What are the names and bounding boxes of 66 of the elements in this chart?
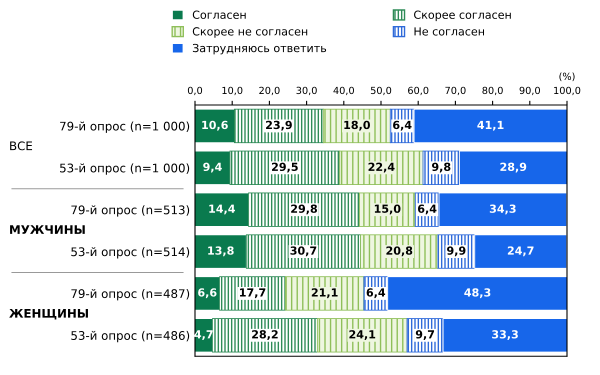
data-label: 6,4 <box>366 288 386 298</box>
data-label: 10,6 <box>202 120 228 131</box>
legend-label: Согласен <box>192 10 246 19</box>
data-label: 6,6 <box>198 288 217 298</box>
legend-label: Скорее согласен <box>414 10 511 22</box>
data-label: 24,1 <box>349 330 376 340</box>
bar <box>195 192 249 227</box>
legend-label: Не согласен <box>414 27 484 36</box>
x-tick-label: 50,0 <box>370 86 392 96</box>
x-tick-label: 100,0 <box>554 86 580 96</box>
data-label: 28,9 <box>500 162 526 172</box>
x-tick-label: 70,0 <box>445 86 466 96</box>
data-label: 6,4 <box>393 120 412 131</box>
bar <box>212 318 318 352</box>
data-label: 48,3 <box>464 288 490 298</box>
data-label: 17,7 <box>240 288 266 298</box>
data-label: 24,7 <box>508 246 534 256</box>
y-tick-label: 79-й опрос (n=487) <box>71 288 190 300</box>
data-label: 20,8 <box>386 246 412 256</box>
bar <box>474 234 567 269</box>
y-tick-label: 53-й опрос (n=486) <box>71 330 190 342</box>
x-tick-label: 40,0 <box>333 86 354 96</box>
y-tick-label: 53-й опрос (n=514) <box>71 247 190 259</box>
bar <box>442 318 567 352</box>
x-tick-label: 80,0 <box>482 86 503 96</box>
data-label: 23,9 <box>266 120 292 131</box>
x-tick-label: 10,0 <box>222 86 242 96</box>
data-label: 13,8 <box>208 246 234 256</box>
text: МУЖЧИНЫ <box>10 225 85 234</box>
legend-label: Затрудняюсь ответить <box>192 44 326 54</box>
data-label: 14,4 <box>209 204 235 214</box>
data-label: 9,4 <box>203 162 222 172</box>
data-label: 22,4 <box>368 162 395 172</box>
bar <box>195 150 230 185</box>
bar <box>234 108 324 144</box>
data-label: 30,7 <box>290 246 316 256</box>
bar <box>459 150 567 185</box>
x-tick-label: 20,0 <box>259 86 280 96</box>
x-tick-label: 60,0 <box>408 86 428 96</box>
y-tick-label: 53-й опрос (n=1 000) <box>60 163 190 175</box>
data-label: 15,0 <box>374 204 400 214</box>
bar <box>230 150 340 185</box>
data-label: 33,3 <box>492 330 518 340</box>
data-label: 9,7 <box>416 330 434 340</box>
legend-label: Скорее не согласен <box>192 27 308 38</box>
data-label: 28,2 <box>252 330 278 340</box>
data-label: 41,1 <box>477 120 504 131</box>
data-label: 29,8 <box>291 204 318 214</box>
text: ЖЕНЩИНЫ <box>9 309 88 320</box>
bar <box>195 234 247 269</box>
data-label: 9,8 <box>432 162 450 172</box>
x-axis-title: (%) <box>559 72 575 82</box>
bar <box>248 192 360 227</box>
x-tick-label: 30,0 <box>296 86 317 96</box>
data-label: 18,0 <box>344 120 370 131</box>
data-label: 6,4 <box>418 204 436 214</box>
x-tick-label: 90,0 <box>520 86 540 96</box>
y-tick-label: 79-й опрос (n=513) <box>71 205 190 217</box>
data-label: 9,9 <box>447 246 466 256</box>
data-label: 29,5 <box>272 162 298 172</box>
data-label: 34,3 <box>490 204 516 214</box>
bar <box>246 234 361 269</box>
x-tick-label: 0,0 <box>188 86 202 96</box>
text: ВСЕ <box>10 141 32 150</box>
data-label: 21,1 <box>312 288 338 298</box>
y-tick-label: 79-й опрос (n=1 000) <box>60 121 190 133</box>
